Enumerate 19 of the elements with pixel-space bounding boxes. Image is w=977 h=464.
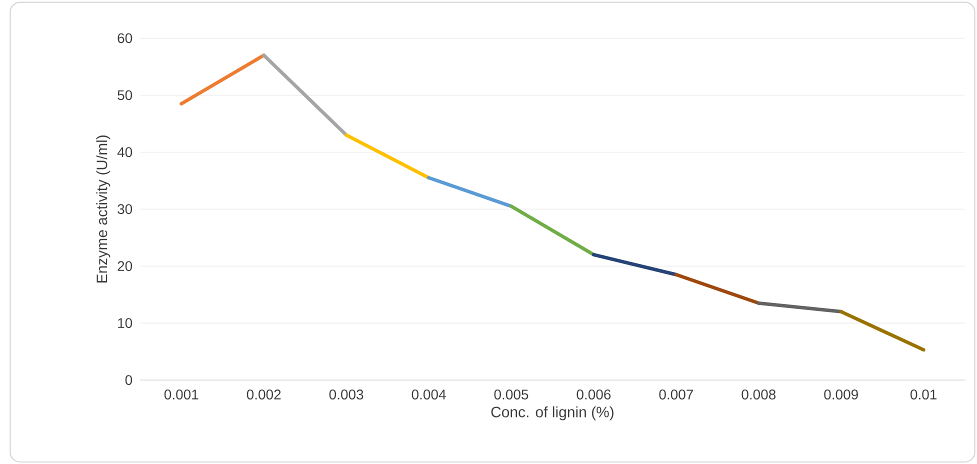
y-tick-label: 10: [118, 318, 132, 328]
y-tick-label: 60: [118, 33, 132, 44]
x-tick-label: 0.01: [910, 389, 937, 400]
x-tick-label: 0.001: [164, 389, 198, 400]
y-tick-label: 20: [118, 261, 132, 271]
y-tick-label: 30: [118, 204, 132, 214]
x-tick-label: 0.005: [494, 389, 528, 400]
y-axis-title: Enzyme activity (U/ml): [96, 135, 110, 282]
x-tick-label: 0.007: [659, 389, 693, 400]
x-tick-label: 0.006: [576, 389, 611, 400]
x-axis-title: Conc. of lignin (%): [491, 406, 614, 420]
x-tick-label: 0.009: [824, 389, 858, 400]
y-tick-label: 40: [117, 147, 132, 158]
y-tick-label: 0: [125, 374, 132, 385]
x-tick-label: 0.002: [246, 389, 281, 400]
x-tick-label: 0.003: [329, 389, 364, 400]
y-tick-label: 50: [118, 90, 132, 100]
x-tick-label: 0.008: [742, 389, 776, 400]
x-tick-label: 0.004: [412, 389, 446, 400]
